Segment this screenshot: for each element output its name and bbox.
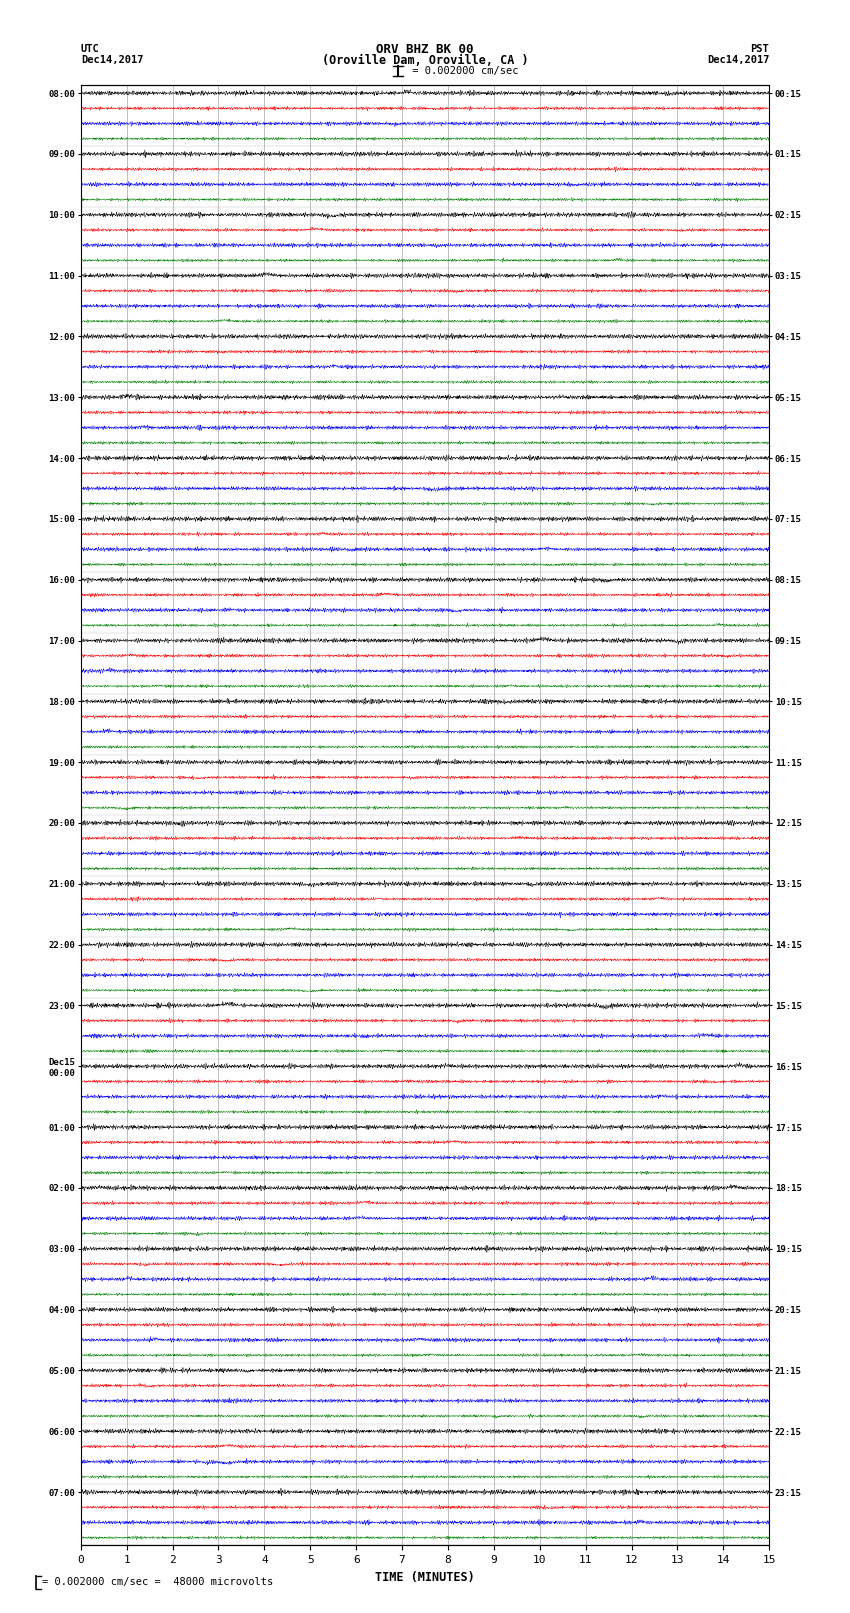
Text: PST: PST <box>751 44 769 55</box>
X-axis label: TIME (MINUTES): TIME (MINUTES) <box>375 1571 475 1584</box>
Text: Dec14,2017: Dec14,2017 <box>706 55 769 66</box>
Text: = 0.002000 cm/sec =  48000 microvolts: = 0.002000 cm/sec = 48000 microvolts <box>42 1578 274 1587</box>
Text: UTC: UTC <box>81 44 99 55</box>
Text: Dec14,2017: Dec14,2017 <box>81 55 144 66</box>
Text: (Oroville Dam, Oroville, CA ): (Oroville Dam, Oroville, CA ) <box>321 53 529 68</box>
Text: ORV BHZ BK 00: ORV BHZ BK 00 <box>377 42 473 56</box>
Text: = 0.002000 cm/sec: = 0.002000 cm/sec <box>406 66 518 76</box>
